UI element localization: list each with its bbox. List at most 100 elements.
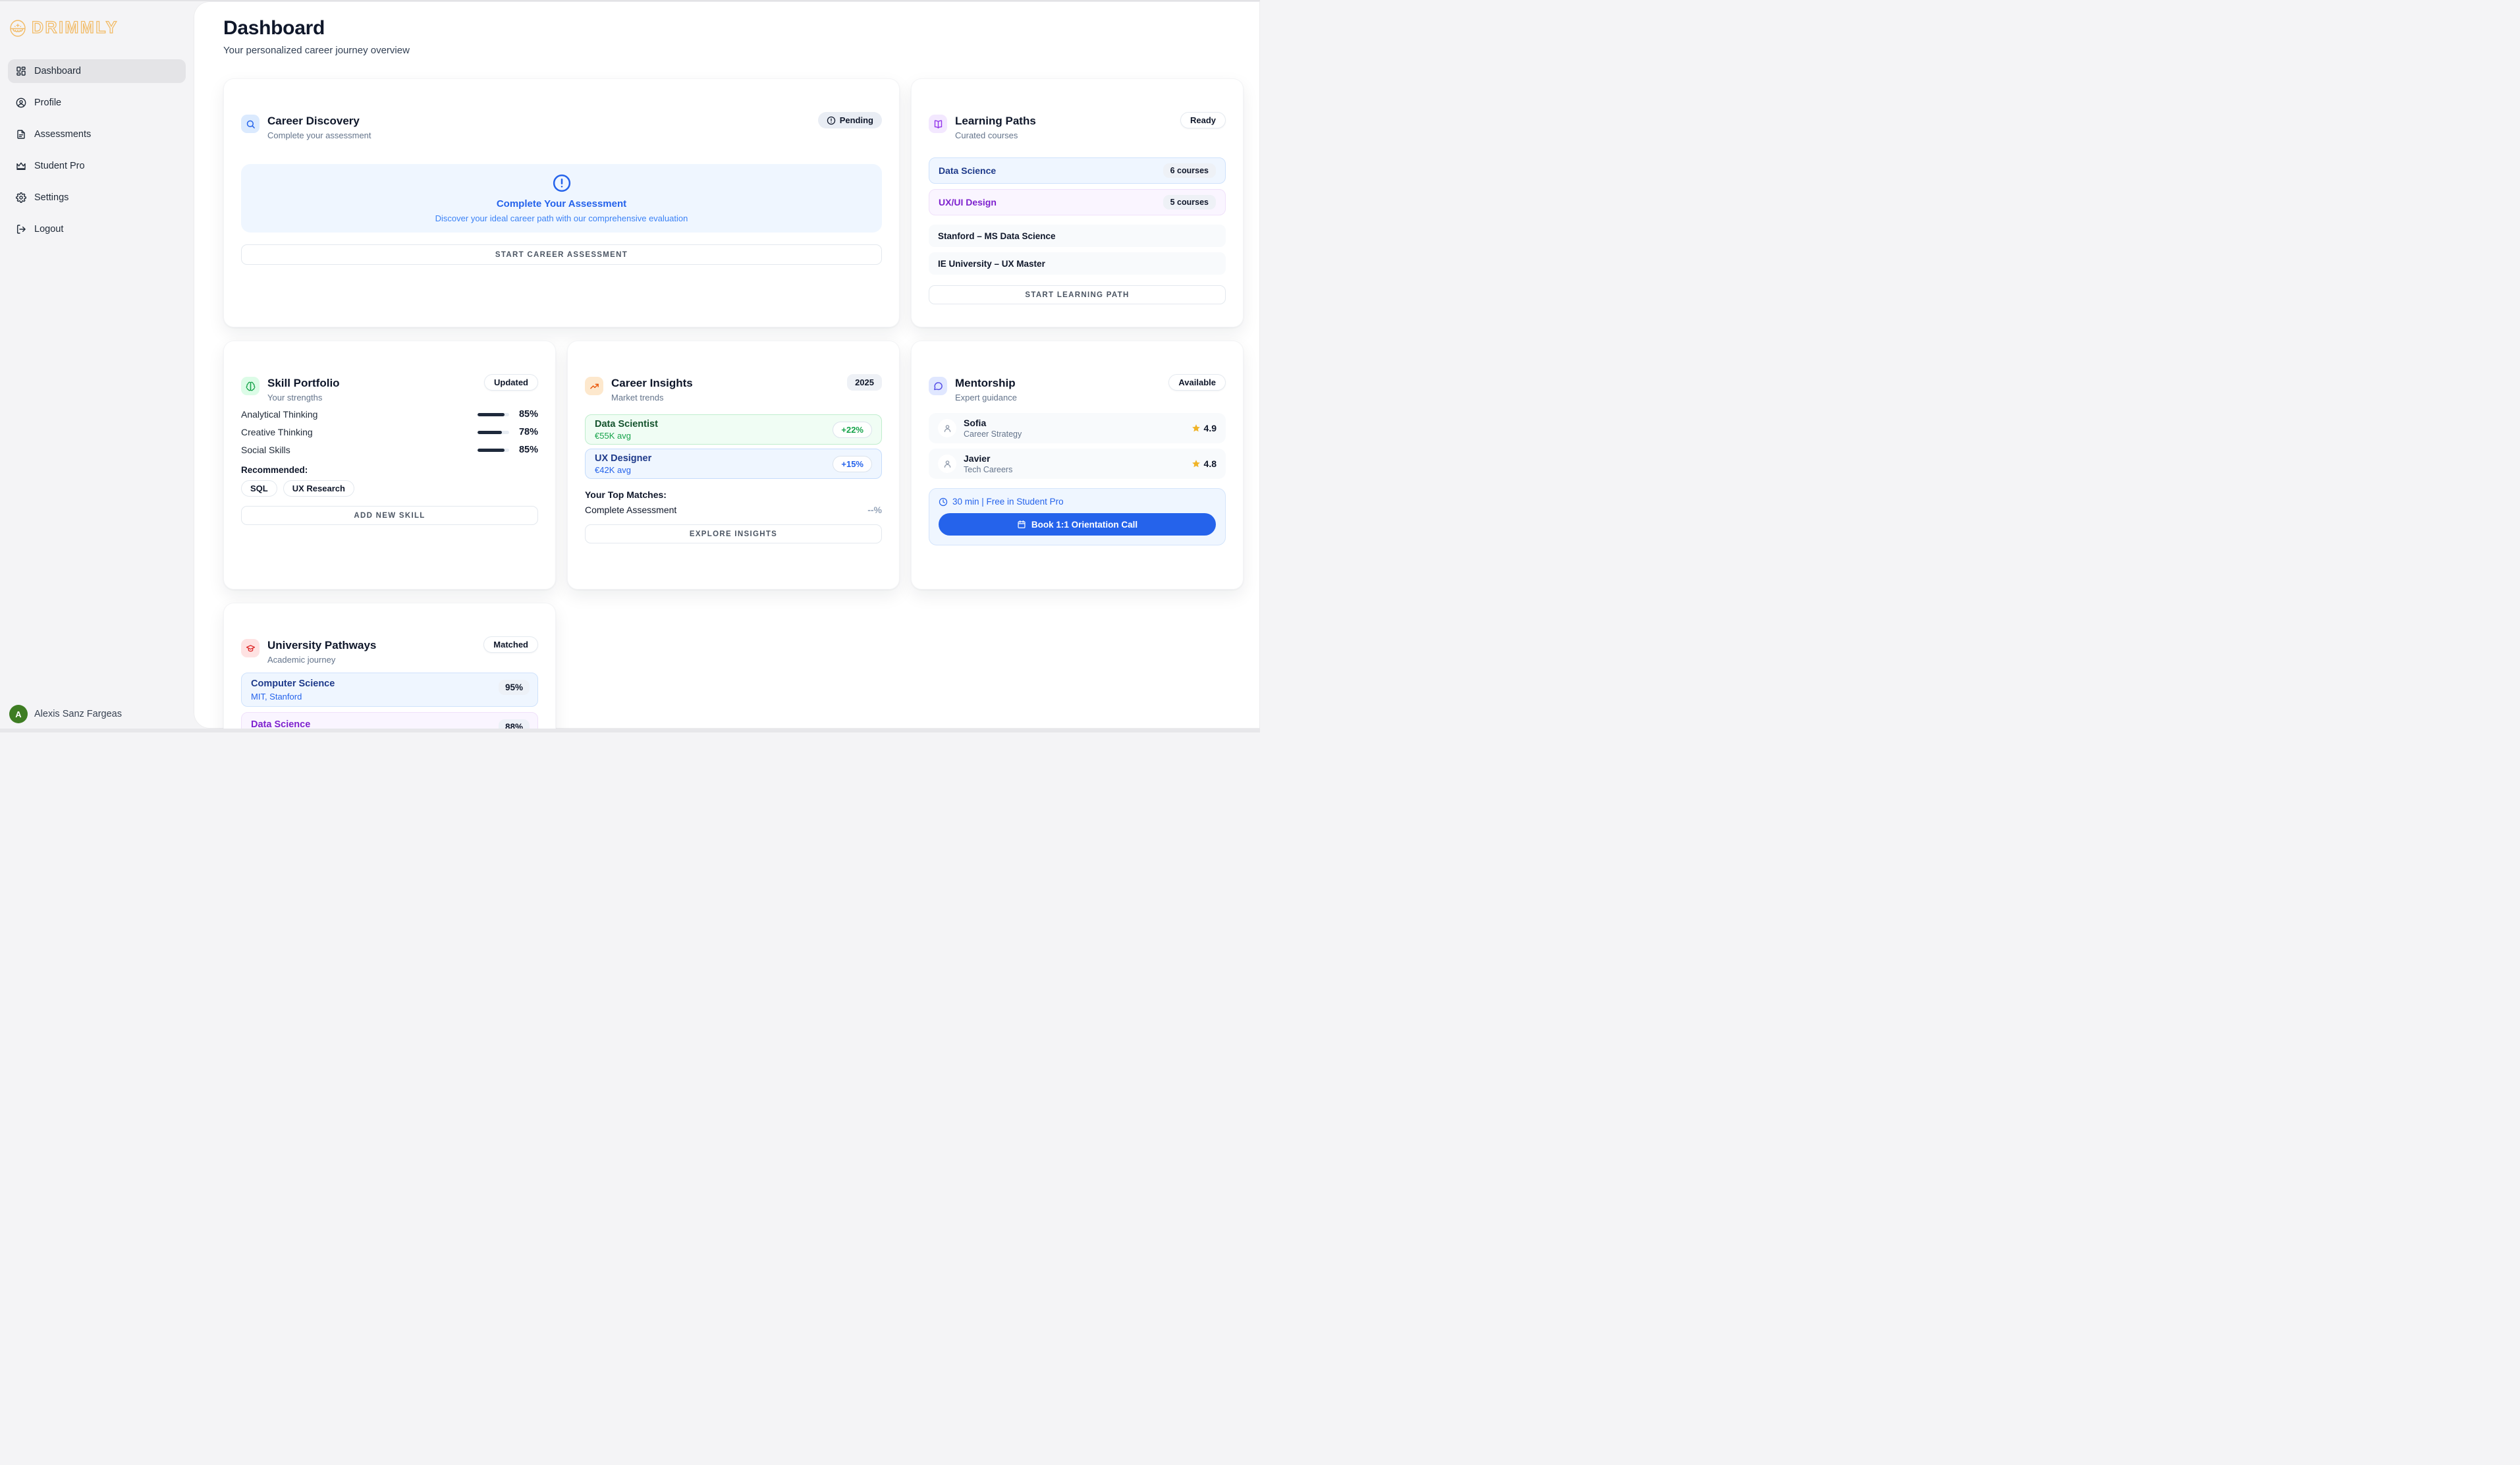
sidebar-item-dashboard[interactable]: Dashboard (8, 59, 186, 83)
mentor-row-sofia[interactable]: Sofia Career Strategy 4.9 (929, 413, 1226, 443)
status-badge-available: Available (1168, 374, 1226, 391)
orientation-call-box: 30 min | Free in Student Pro Book 1:1 Or… (929, 488, 1226, 545)
track-row-ux-ui[interactable]: UX/UI Design 5 courses (929, 189, 1226, 215)
mentor-rating: 4.8 (1192, 458, 1217, 469)
career-discovery-header: Career Discovery Complete your assessmen… (241, 115, 882, 140)
user-profile-row[interactable]: A Alexis Sanz Fargeas (9, 705, 122, 723)
trend-badge: +22% (833, 421, 872, 438)
clock-icon (939, 497, 948, 506)
skill-chip-ux-research[interactable]: UX Research (283, 480, 354, 497)
university-pathways-card: University Pathways Academic journey Mat… (223, 603, 556, 729)
page-subtitle: Your personalized career journey overvie… (223, 45, 410, 56)
match-percent-badge: 88% (498, 719, 530, 729)
course-count-badge: 6 courses (1163, 163, 1216, 178)
career-insights-header: Career Insights Market trends (585, 377, 882, 402)
callout-title: Complete Your Assessment (496, 198, 627, 209)
card-title: Skill Portfolio (267, 377, 340, 389)
mentor-row-javier[interactable]: Javier Tech Careers 4.8 (929, 449, 1226, 479)
major-row-data-science[interactable]: Data Science 88% (241, 712, 538, 729)
status-badge-pending: Pending (817, 112, 882, 128)
cards-grid: Career Discovery Complete your assessmen… (223, 78, 1244, 729)
skill-row: Creative Thinking 78% (241, 427, 538, 437)
document-icon (17, 130, 25, 139)
year-badge: 2025 (847, 374, 882, 391)
sidebar-item-logout[interactable]: Logout (8, 217, 186, 241)
progress-bar (478, 430, 509, 434)
book-orientation-call-button[interactable]: Book 1:1 Orientation Call (939, 513, 1216, 536)
status-badge-updated: Updated (484, 374, 538, 391)
brain-icon (241, 377, 260, 395)
learning-paths-header: Learning Paths Curated courses (929, 115, 1226, 140)
brand-logo[interactable]: DRIMMLY (9, 18, 194, 38)
skill-row: Social Skills 85% (241, 445, 538, 455)
sidebar-item-label: Settings (34, 192, 69, 203)
career-insights-card: Career Insights Market trends 2025 Data … (567, 341, 900, 590)
calendar-icon (1018, 520, 1026, 528)
avatar: A (9, 705, 28, 723)
bottom-scrollbar-track[interactable] (0, 729, 1260, 732)
sidebar-item-assessments[interactable]: Assessments (8, 123, 186, 146)
match-placeholder-row: Complete Assessment --% (585, 505, 882, 515)
skill-portfolio-header: Skill Portfolio Your strengths (241, 377, 538, 402)
mentorship-card: Mentorship Expert guidance Available Sof… (911, 341, 1244, 590)
track-row-data-science[interactable]: Data Science 6 courses (929, 157, 1226, 184)
person-icon (938, 419, 956, 437)
sidebar: DRIMMLY Dashboard Profile Assessments St… (0, 1, 194, 729)
card-title: Career Insights (611, 377, 693, 389)
recommended-label: Recommended: (241, 465, 308, 475)
page-title: Dashboard (223, 17, 325, 39)
skills-list: Analytical Thinking 85% Creative Thinkin… (241, 408, 538, 456)
card-subtitle: Curated courses (955, 130, 1018, 140)
person-icon (938, 455, 956, 473)
card-title: University Pathways (267, 639, 377, 651)
card-subtitle: Your strengths (267, 393, 323, 402)
sidebar-item-settings[interactable]: Settings (8, 186, 186, 209)
card-subtitle: Academic journey (267, 655, 336, 665)
career-discovery-card: Career Discovery Complete your assessmen… (223, 78, 900, 327)
insight-row-ux-designer[interactable]: UX Designer €42K avg +15% (585, 449, 882, 479)
start-learning-path-button[interactable]: START LEARNING PATH (929, 285, 1226, 304)
skill-portfolio-card: Skill Portfolio Your strengths Updated A… (223, 341, 556, 590)
trending-up-icon (585, 377, 603, 395)
book-open-icon (929, 115, 947, 133)
main-panel: Dashboard Your personalized career journ… (194, 1, 1260, 729)
search-icon (241, 115, 260, 133)
skill-chip-sql[interactable]: SQL (241, 480, 277, 497)
explore-insights-button[interactable]: EXPLORE INSIGHTS (585, 524, 882, 543)
status-badge-ready: Ready (1180, 112, 1226, 128)
star-icon (1192, 460, 1200, 468)
assessment-callout: Complete Your Assessment Discover your i… (241, 164, 882, 233)
user-name: Alexis Sanz Fargeas (34, 709, 122, 719)
window-top-border (0, 0, 1260, 1)
callout-description: Discover your ideal career path with our… (435, 213, 688, 223)
university-pathways-header: University Pathways Academic journey (241, 639, 538, 665)
card-title: Career Discovery (267, 115, 360, 127)
crown-icon (16, 162, 26, 171)
sidebar-item-profile[interactable]: Profile (8, 91, 186, 115)
session-info: 30 min | Free in Student Pro (939, 497, 1216, 507)
logout-icon (16, 225, 26, 234)
learning-paths-card: Learning Paths Curated courses Ready Dat… (911, 78, 1244, 327)
program-row[interactable]: IE University – UX Master (929, 252, 1226, 275)
progress-bar (478, 412, 509, 416)
skill-row: Analytical Thinking 85% (241, 409, 538, 420)
add-new-skill-button[interactable]: ADD NEW SKILL (241, 506, 538, 525)
brain-logo-icon (10, 19, 26, 37)
card-subtitle: Expert guidance (955, 393, 1017, 402)
insight-row-data-scientist[interactable]: Data Scientist €55K avg +22% (585, 414, 882, 445)
brand-name: DRIMMLY (31, 18, 119, 37)
sidebar-item-label: Assessments (34, 129, 92, 140)
card-subtitle: Complete your assessment (267, 130, 371, 140)
alert-circle-icon (553, 174, 570, 192)
sidebar-item-label: Student Pro (34, 161, 85, 171)
sidebar-item-label: Dashboard (34, 66, 81, 76)
match-percent-badge: 95% (498, 680, 530, 695)
mentorship-header: Mentorship Expert guidance (929, 377, 1226, 402)
progress-bar (478, 448, 509, 452)
sidebar-item-label: Logout (34, 224, 64, 235)
start-career-assessment-button[interactable]: START CAREER ASSESSMENT (241, 244, 882, 265)
dashboard-grid-icon (16, 67, 26, 76)
major-row-computer-science[interactable]: Computer Science MIT, Stanford 95% (241, 673, 538, 707)
program-row[interactable]: Stanford – MS Data Science (929, 225, 1226, 247)
sidebar-item-student-pro[interactable]: Student Pro (8, 154, 186, 178)
